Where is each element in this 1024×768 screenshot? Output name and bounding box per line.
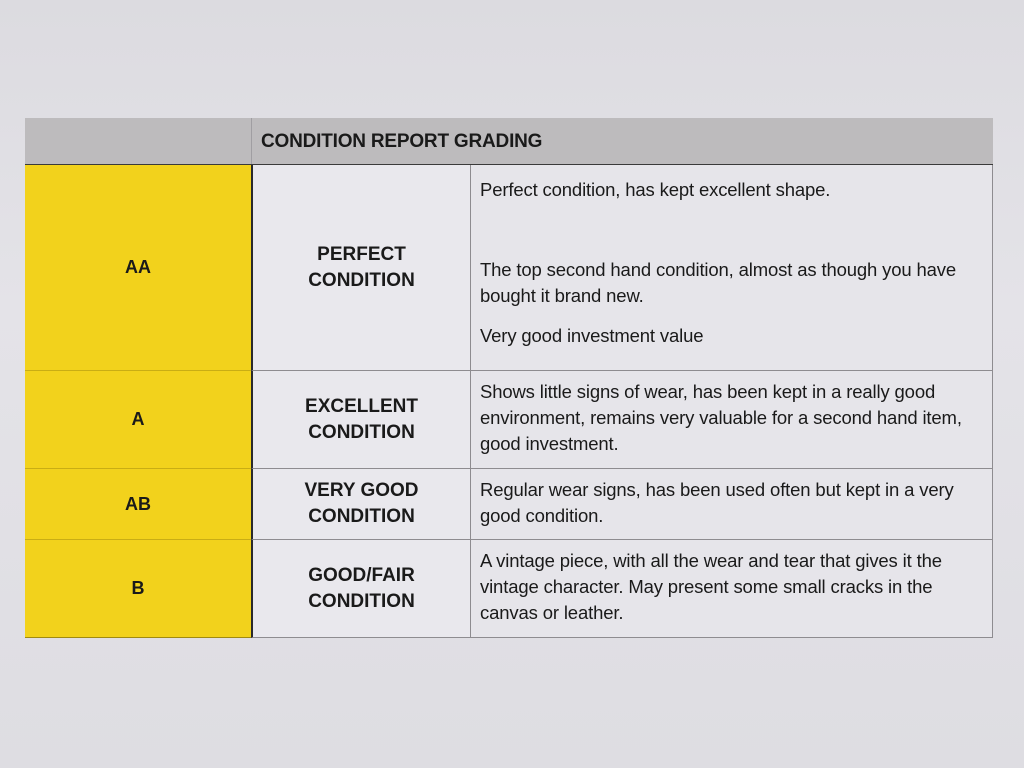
description-line: The top second hand condition, almost as… xyxy=(480,259,957,306)
grade-cell: B xyxy=(25,540,251,638)
condition-cell: EXCELLENT CONDITION xyxy=(251,371,470,469)
description-line: Very good investment value xyxy=(480,325,704,346)
condition-label: GOOD/FAIR CONDITION xyxy=(308,564,415,612)
condition-label: VERY GOOD CONDITION xyxy=(304,480,419,527)
description-cell: A vintage piece, with all the wear and t… xyxy=(470,540,993,638)
description-text: Shows little signs of wear, has been kep… xyxy=(480,381,962,454)
grade-cell: AB xyxy=(25,469,251,540)
grade-cell: AA xyxy=(25,165,251,371)
description-cell: Shows little signs of wear, has been kep… xyxy=(470,371,993,469)
description-line: Perfect condition, has kept excellent sh… xyxy=(480,179,831,200)
grade-cell: A xyxy=(25,371,251,469)
header-divider xyxy=(251,118,252,164)
condition-cell: VERY GOOD CONDITION xyxy=(251,469,470,540)
description-cell: Perfect condition, has kept excellent sh… xyxy=(470,165,993,371)
condition-grading-table: CONDITION REPORT GRADING AA PERFECT COND… xyxy=(25,118,993,638)
description-cell: Regular wear signs, has been used often … xyxy=(470,469,993,540)
condition-label: EXCELLENT CONDITION xyxy=(305,395,418,443)
description-text: A vintage piece, with all the wear and t… xyxy=(480,550,942,623)
condition-cell: PERFECT CONDITION xyxy=(251,165,470,371)
table-title: CONDITION REPORT GRADING xyxy=(261,131,543,152)
table-header: CONDITION REPORT GRADING xyxy=(25,118,993,166)
condition-cell: GOOD/FAIR CONDITION xyxy=(251,540,470,638)
condition-label: PERFECT CONDITION xyxy=(308,243,415,291)
description-text: Regular wear signs, has been used often … xyxy=(480,479,954,526)
